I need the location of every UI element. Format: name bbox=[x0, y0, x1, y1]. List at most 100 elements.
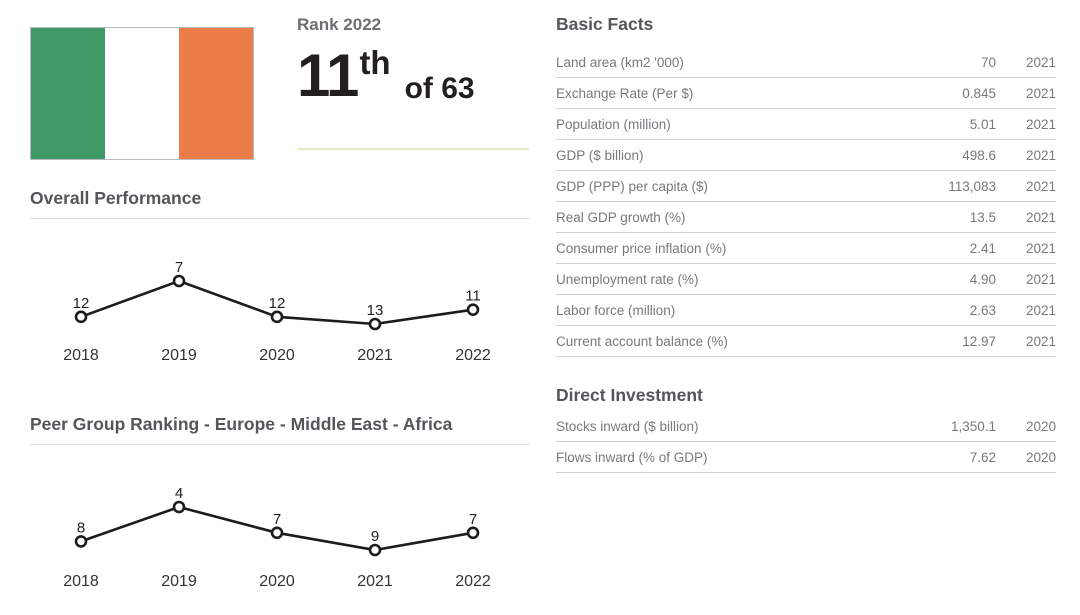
fact-label: GDP (PPP) per capita ($) bbox=[556, 178, 709, 194]
fact-value: 113,083 bbox=[948, 178, 996, 194]
fact-year: 2021 bbox=[1025, 209, 1056, 225]
data-point-label: 12 bbox=[269, 295, 286, 312]
fact-value: 1,350.1 bbox=[950, 418, 996, 434]
fact-value: 498.6 bbox=[962, 147, 996, 163]
data-point-marker bbox=[368, 543, 382, 557]
section-rule bbox=[30, 218, 529, 219]
fact-label: Labor force (million) bbox=[556, 302, 676, 318]
table-row: Consumer price inflation (%) 2.41 2021 bbox=[556, 233, 1056, 264]
fact-year: 2021 bbox=[1025, 147, 1056, 163]
table-row: Labor force (million) 2.63 2021 bbox=[556, 295, 1056, 326]
x-axis-year-label: 2022 bbox=[455, 573, 491, 590]
section-title-overall-performance: Overall Performance bbox=[30, 188, 202, 208]
fact-year: 2021 bbox=[1025, 302, 1056, 318]
overall-performance-chart: 12 2018 7 2019 12 2020 13 2021 11 2022 bbox=[63, 259, 491, 364]
data-point-label: 13 bbox=[367, 302, 384, 319]
table-row: GDP ($ billion) 498.6 2021 bbox=[556, 140, 1056, 171]
right-column: Basic Facts Land area (km2 '000) 70 2021 Ex… bbox=[556, 0, 1056, 473]
rank-divider bbox=[297, 148, 529, 150]
fact-label: Current account balance (%) bbox=[556, 333, 728, 349]
table-row: GDP (PPP) per capita ($) 113,083 2021 bbox=[556, 171, 1056, 202]
fact-label: Population (million) bbox=[556, 116, 671, 132]
data-point-marker bbox=[466, 303, 480, 316]
fact-label: Real GDP growth (%) bbox=[556, 209, 686, 225]
fact-value: 13.5 bbox=[969, 209, 996, 225]
fact-year: 2021 bbox=[1025, 85, 1056, 101]
data-point-marker bbox=[74, 310, 88, 324]
x-axis-year-label: 2020 bbox=[259, 347, 295, 364]
x-axis-year-label: 2021 bbox=[357, 573, 393, 590]
left-column: Rank 2022 11thof 63 Overall Performance … bbox=[30, 0, 529, 590]
peer-group-ranking-chart: 8 2018 4 2019 7 2020 9 2021 7 2022 bbox=[63, 485, 491, 590]
fact-value: 2.41 bbox=[969, 240, 996, 256]
data-point-marker bbox=[368, 317, 382, 331]
data-point-marker bbox=[172, 500, 186, 514]
table-row: Current account balance (%) 12.97 2021 bbox=[556, 326, 1056, 357]
fact-value: 4.90 bbox=[969, 271, 996, 287]
fact-label: Flows inward (% of GDP) bbox=[556, 449, 708, 465]
flag-stripe-white bbox=[105, 28, 179, 159]
flag-stripe-orange bbox=[179, 28, 253, 159]
x-axis-year-label: 2019 bbox=[161, 347, 197, 364]
fact-label: Unemployment rate (%) bbox=[556, 271, 699, 287]
fact-year: 2021 bbox=[1025, 240, 1056, 256]
fact-year: 2021 bbox=[1025, 178, 1056, 194]
data-point-marker bbox=[270, 310, 284, 324]
fact-label: Consumer price inflation (%) bbox=[556, 240, 727, 256]
data-point-marker bbox=[270, 526, 284, 540]
x-axis-year-label: 2020 bbox=[259, 573, 295, 590]
x-axis-year-label: 2019 bbox=[161, 573, 197, 590]
section-title-peer-group-ranking: Peer Group Ranking - Europe - Middle Eas… bbox=[30, 414, 453, 434]
flag-rank-row: Rank 2022 11th of 63 bbox=[30, 0, 529, 160]
data-point-marker bbox=[466, 526, 480, 540]
fact-year: 2021 bbox=[1025, 116, 1056, 132]
fact-year: 2020 bbox=[1025, 449, 1056, 465]
data-point-marker bbox=[172, 274, 186, 288]
data-point-label: 7 bbox=[273, 511, 281, 528]
section-title-direct-investment: Direct Investment bbox=[556, 385, 703, 405]
flag-stripe-green bbox=[31, 28, 105, 159]
table-row: Population (million) 5.01 2021 bbox=[556, 109, 1056, 140]
x-axis-year-label: 2018 bbox=[63, 347, 99, 364]
data-point-label: 4 bbox=[175, 485, 183, 502]
table-row: Land area (km2 '000) 70 2021 bbox=[556, 47, 1056, 78]
rank-of-total: of 63 bbox=[404, 72, 475, 105]
fact-year: 2020 bbox=[1025, 418, 1056, 434]
data-point-label: 9 bbox=[371, 528, 379, 545]
direct-investment-table: Stocks inward ($ billion) 1,350.1 2020 Flow… bbox=[556, 411, 1056, 473]
fact-value: 70 bbox=[980, 54, 996, 70]
data-point-label: 11 bbox=[465, 288, 481, 305]
x-axis-year-label: 2018 bbox=[63, 573, 99, 590]
data-point-label: 8 bbox=[77, 519, 85, 536]
rank-label: Rank 2022 bbox=[297, 15, 382, 34]
table-row: Real GDP growth (%) 13.5 2021 bbox=[556, 202, 1056, 233]
fact-value: 0.845 bbox=[962, 85, 996, 101]
rank-panel: Rank 2022 11th of 63 bbox=[297, 14, 529, 160]
fact-value: 5.01 bbox=[969, 116, 996, 132]
table-row: Stocks inward ($ billion) 1,350.1 2020 bbox=[556, 411, 1056, 442]
rank-value: 11th of 63 bbox=[297, 44, 475, 106]
ireland-flag bbox=[30, 27, 254, 160]
data-point-label: 7 bbox=[469, 511, 477, 528]
fact-year: 2021 bbox=[1025, 54, 1056, 70]
fact-year: 2021 bbox=[1025, 271, 1056, 287]
rank-ordinal-suffix: th bbox=[359, 44, 391, 81]
basic-facts-table: Land area (km2 '000) 70 2021 Exchange Rate … bbox=[556, 47, 1056, 357]
fact-value: 2.63 bbox=[969, 302, 996, 318]
fact-label: Stocks inward ($ billion) bbox=[556, 418, 699, 434]
rank-number: 11 bbox=[297, 42, 359, 109]
fact-value: 12.97 bbox=[962, 333, 996, 349]
table-row: Flows inward (% of GDP) 7.62 2020 bbox=[556, 442, 1056, 473]
section-title-basic-facts: Basic Facts bbox=[556, 14, 654, 34]
data-point-label: 7 bbox=[175, 259, 183, 276]
section-rule bbox=[30, 444, 529, 445]
data-point-label: 12 bbox=[73, 295, 90, 312]
fact-label: Exchange Rate (Per $) bbox=[556, 85, 694, 101]
fact-value: 7.62 bbox=[969, 449, 996, 465]
fact-label: Land area (km2 '000) bbox=[556, 54, 684, 70]
data-point-marker bbox=[74, 535, 88, 548]
table-row: Exchange Rate (Per $) 0.845 2021 bbox=[556, 78, 1056, 109]
x-axis-year-label: 2022 bbox=[455, 347, 491, 364]
x-axis-year-label: 2021 bbox=[357, 347, 393, 364]
